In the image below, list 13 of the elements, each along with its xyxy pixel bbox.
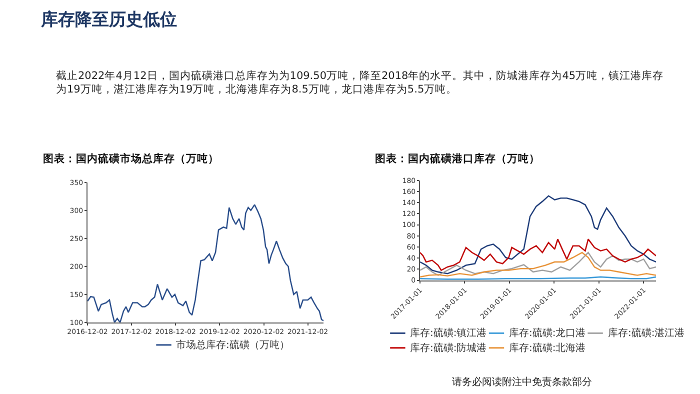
text: 库存降至历史低位 [40, 10, 177, 30]
legend-label: 库存:硫磺:北海港 [509, 342, 586, 354]
legend-label: 库存:硫磺:龙口港 [509, 327, 586, 339]
chart-title: 图表：国内硫磺港口库存（万吨） [375, 152, 540, 165]
chart-title: 图表：国内硫磺市场总库存（万吨） [43, 152, 219, 165]
text: 请务必阅读附注中免责条款部分 [452, 376, 592, 388]
legend-label: 市场总库存:硫磺（万吨） [176, 339, 290, 351]
legend-label: 库存:硫磺:防城港 [410, 342, 487, 354]
line-series [420, 238, 656, 271]
line-series [420, 195, 656, 274]
legend-label: 库存:硫磺:镇江港 [410, 327, 487, 339]
legend-label: 库存:硫磺:湛江港 [608, 327, 685, 339]
text: 截止2022年4月12日，国内硫磺港口总库存为为109.50万吨，降至2018年的水平。其中，防城港库存为45万吨，镇江港库存为19万吨，湛江港库存为19万吨，北海港库存为8.5万吨，龙口港库存为5.5万吨。 [56, 69, 664, 96]
